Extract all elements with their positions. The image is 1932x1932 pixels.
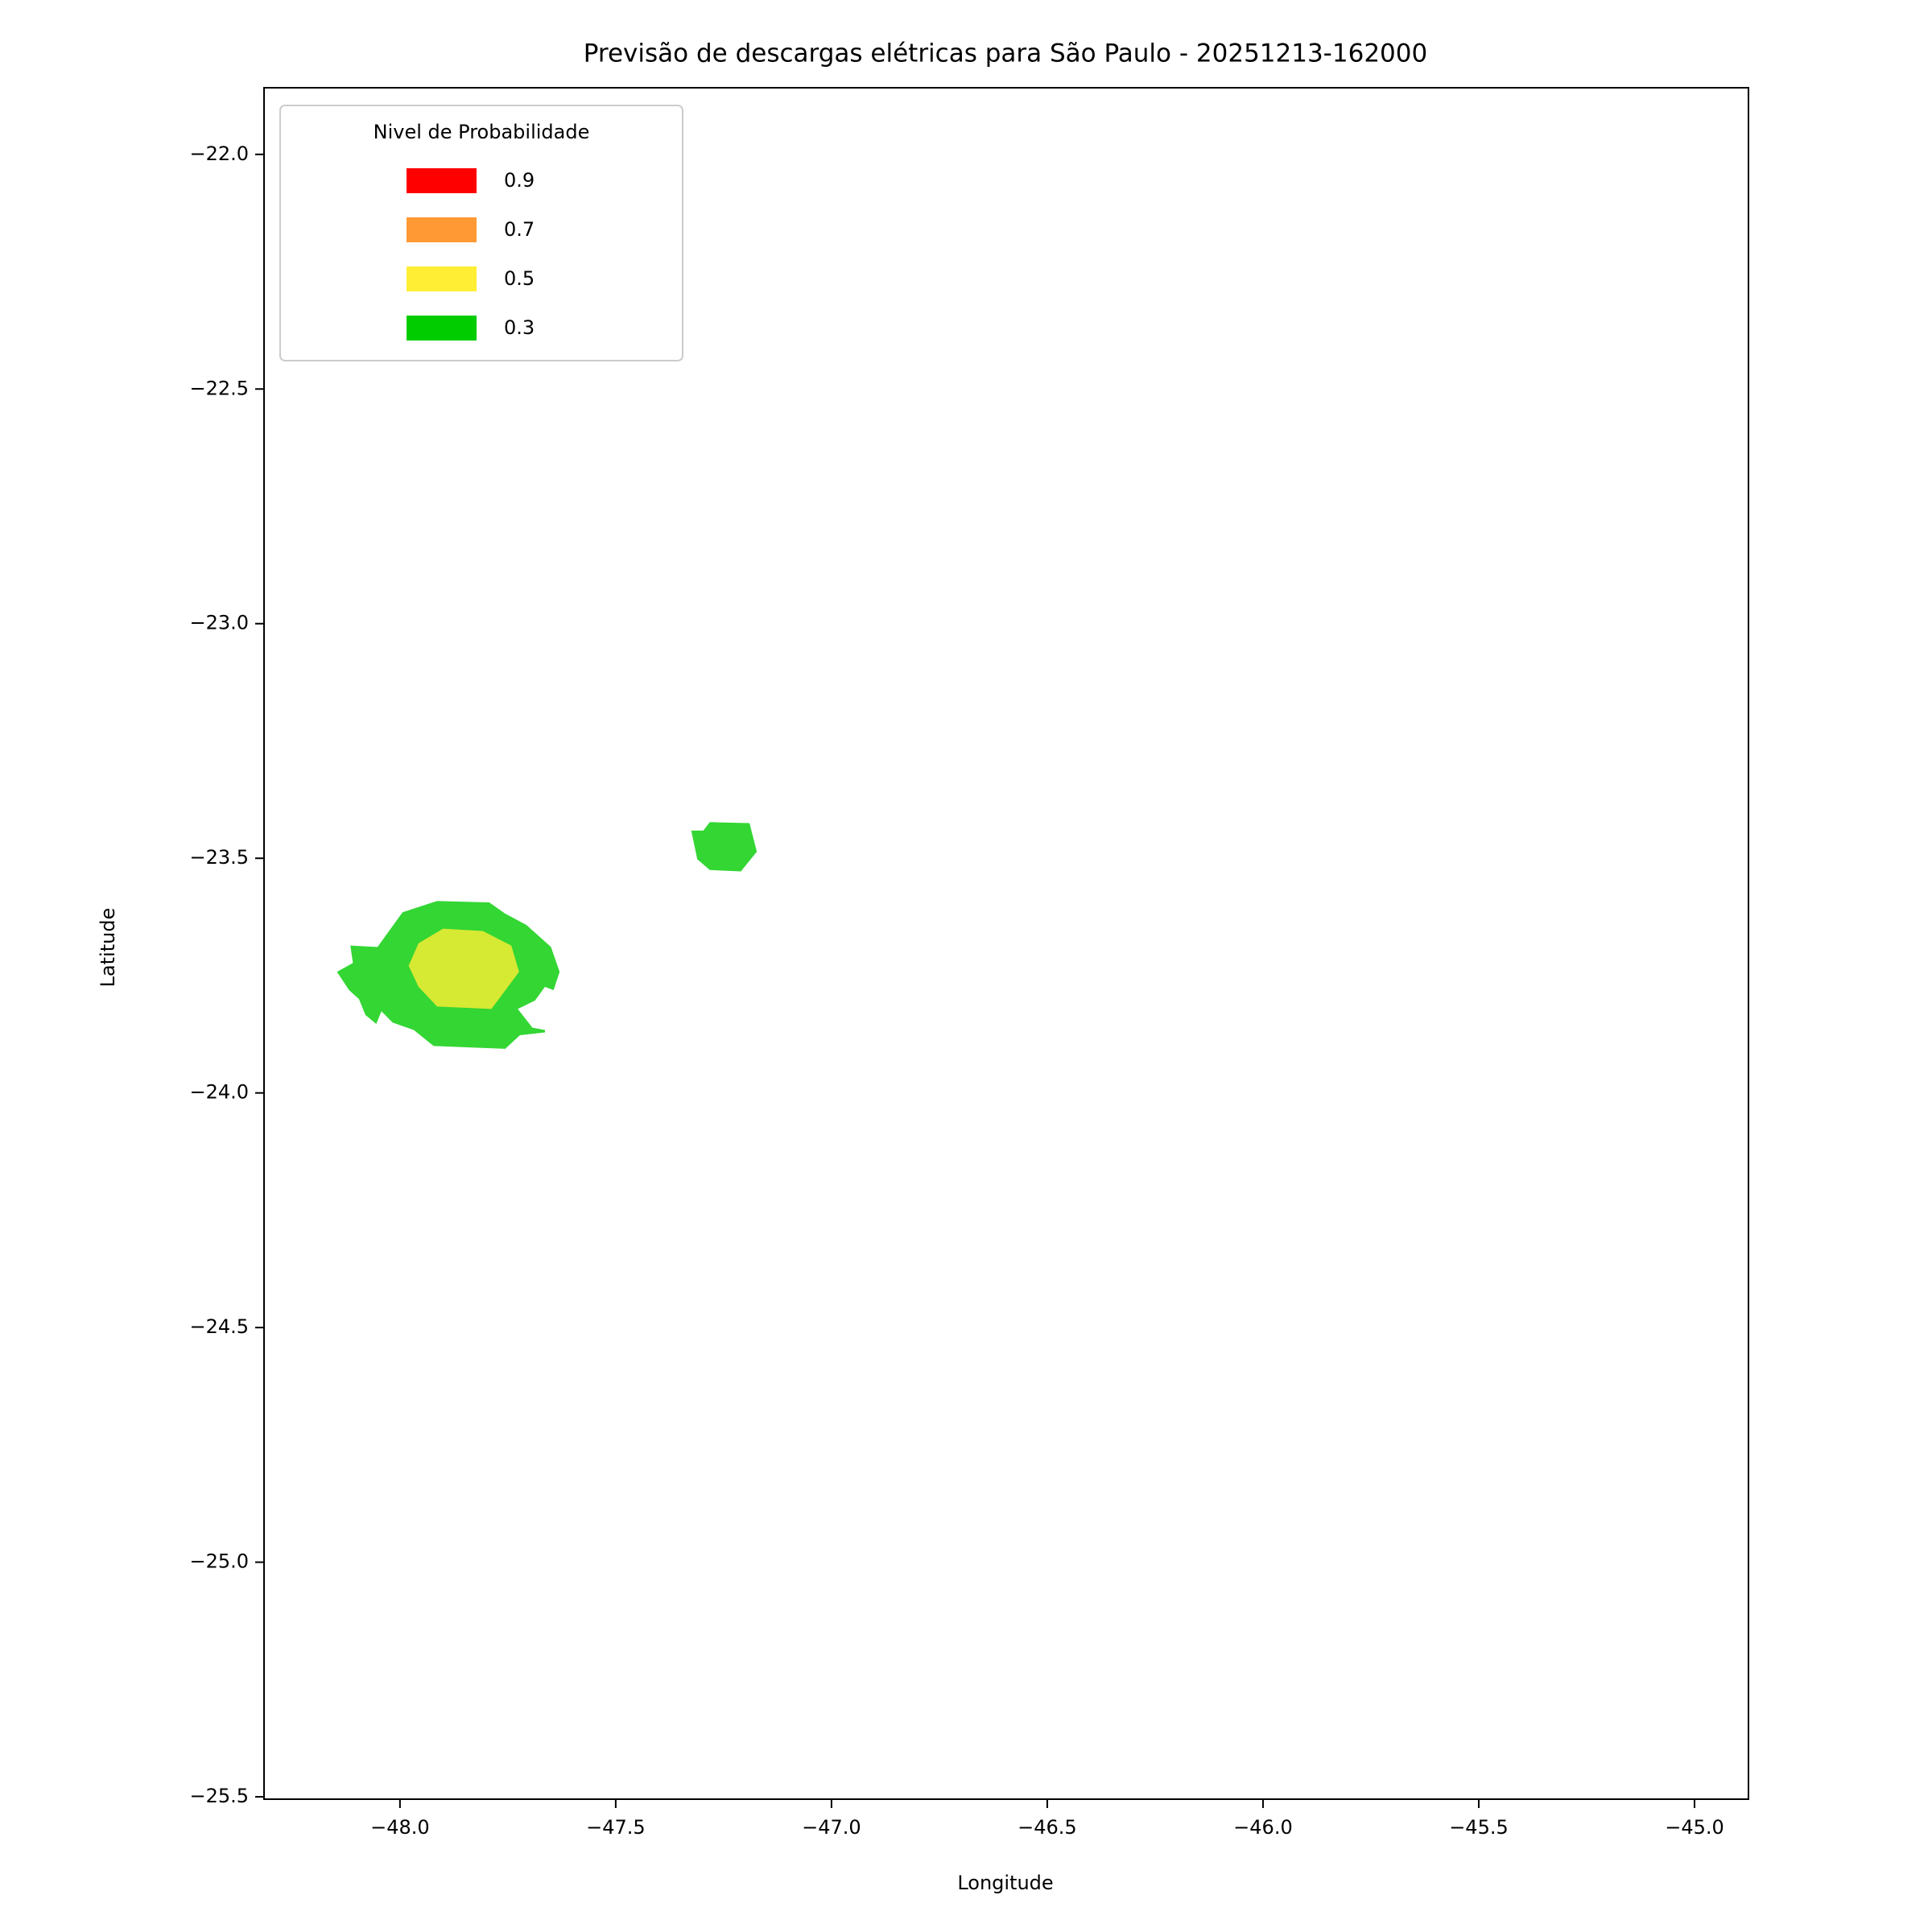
chart-title: Previsão de descargas elétricas para São… [584,39,1427,68]
legend-swatch [407,168,477,193]
y-tick-label: −24.0 [189,1081,249,1104]
y-tick-label: −24.5 [189,1315,249,1338]
legend-label: 0.3 [504,316,535,339]
legend-box [279,105,683,361]
x-tick-label: −46.0 [1233,1816,1293,1839]
y-tick-label: −23.5 [189,846,249,869]
y-axis-label: Latitude [97,908,119,988]
plot-frame [263,87,1749,1800]
y-tick-label: −22.0 [189,142,249,165]
y-tick-label: −22.5 [189,377,249,399]
x-tick-label: −45.5 [1449,1816,1509,1839]
legend-swatch [407,316,477,341]
y-tick-label: −23.0 [189,612,249,634]
x-axis-label: Longitude [957,1872,1053,1894]
x-tick-label: −47.5 [586,1816,646,1839]
x-tick-label: −47.0 [802,1816,861,1839]
y-tick-label: −25.0 [189,1550,249,1573]
legend-swatch [407,217,477,242]
y-tick-label: −25.5 [189,1785,249,1807]
legend-swatch [407,266,477,291]
contour-region [408,928,519,1009]
legend-label: 0.7 [504,218,535,241]
x-tick-label: −48.0 [370,1816,430,1839]
contour-region [691,822,758,872]
legend-label: 0.9 [504,169,535,192]
x-tick-label: −45.0 [1665,1816,1724,1839]
x-tick-label: −46.5 [1018,1816,1077,1839]
legend-label: 0.5 [504,267,535,290]
legend-title: Nivel de Probabilidade [374,121,590,143]
